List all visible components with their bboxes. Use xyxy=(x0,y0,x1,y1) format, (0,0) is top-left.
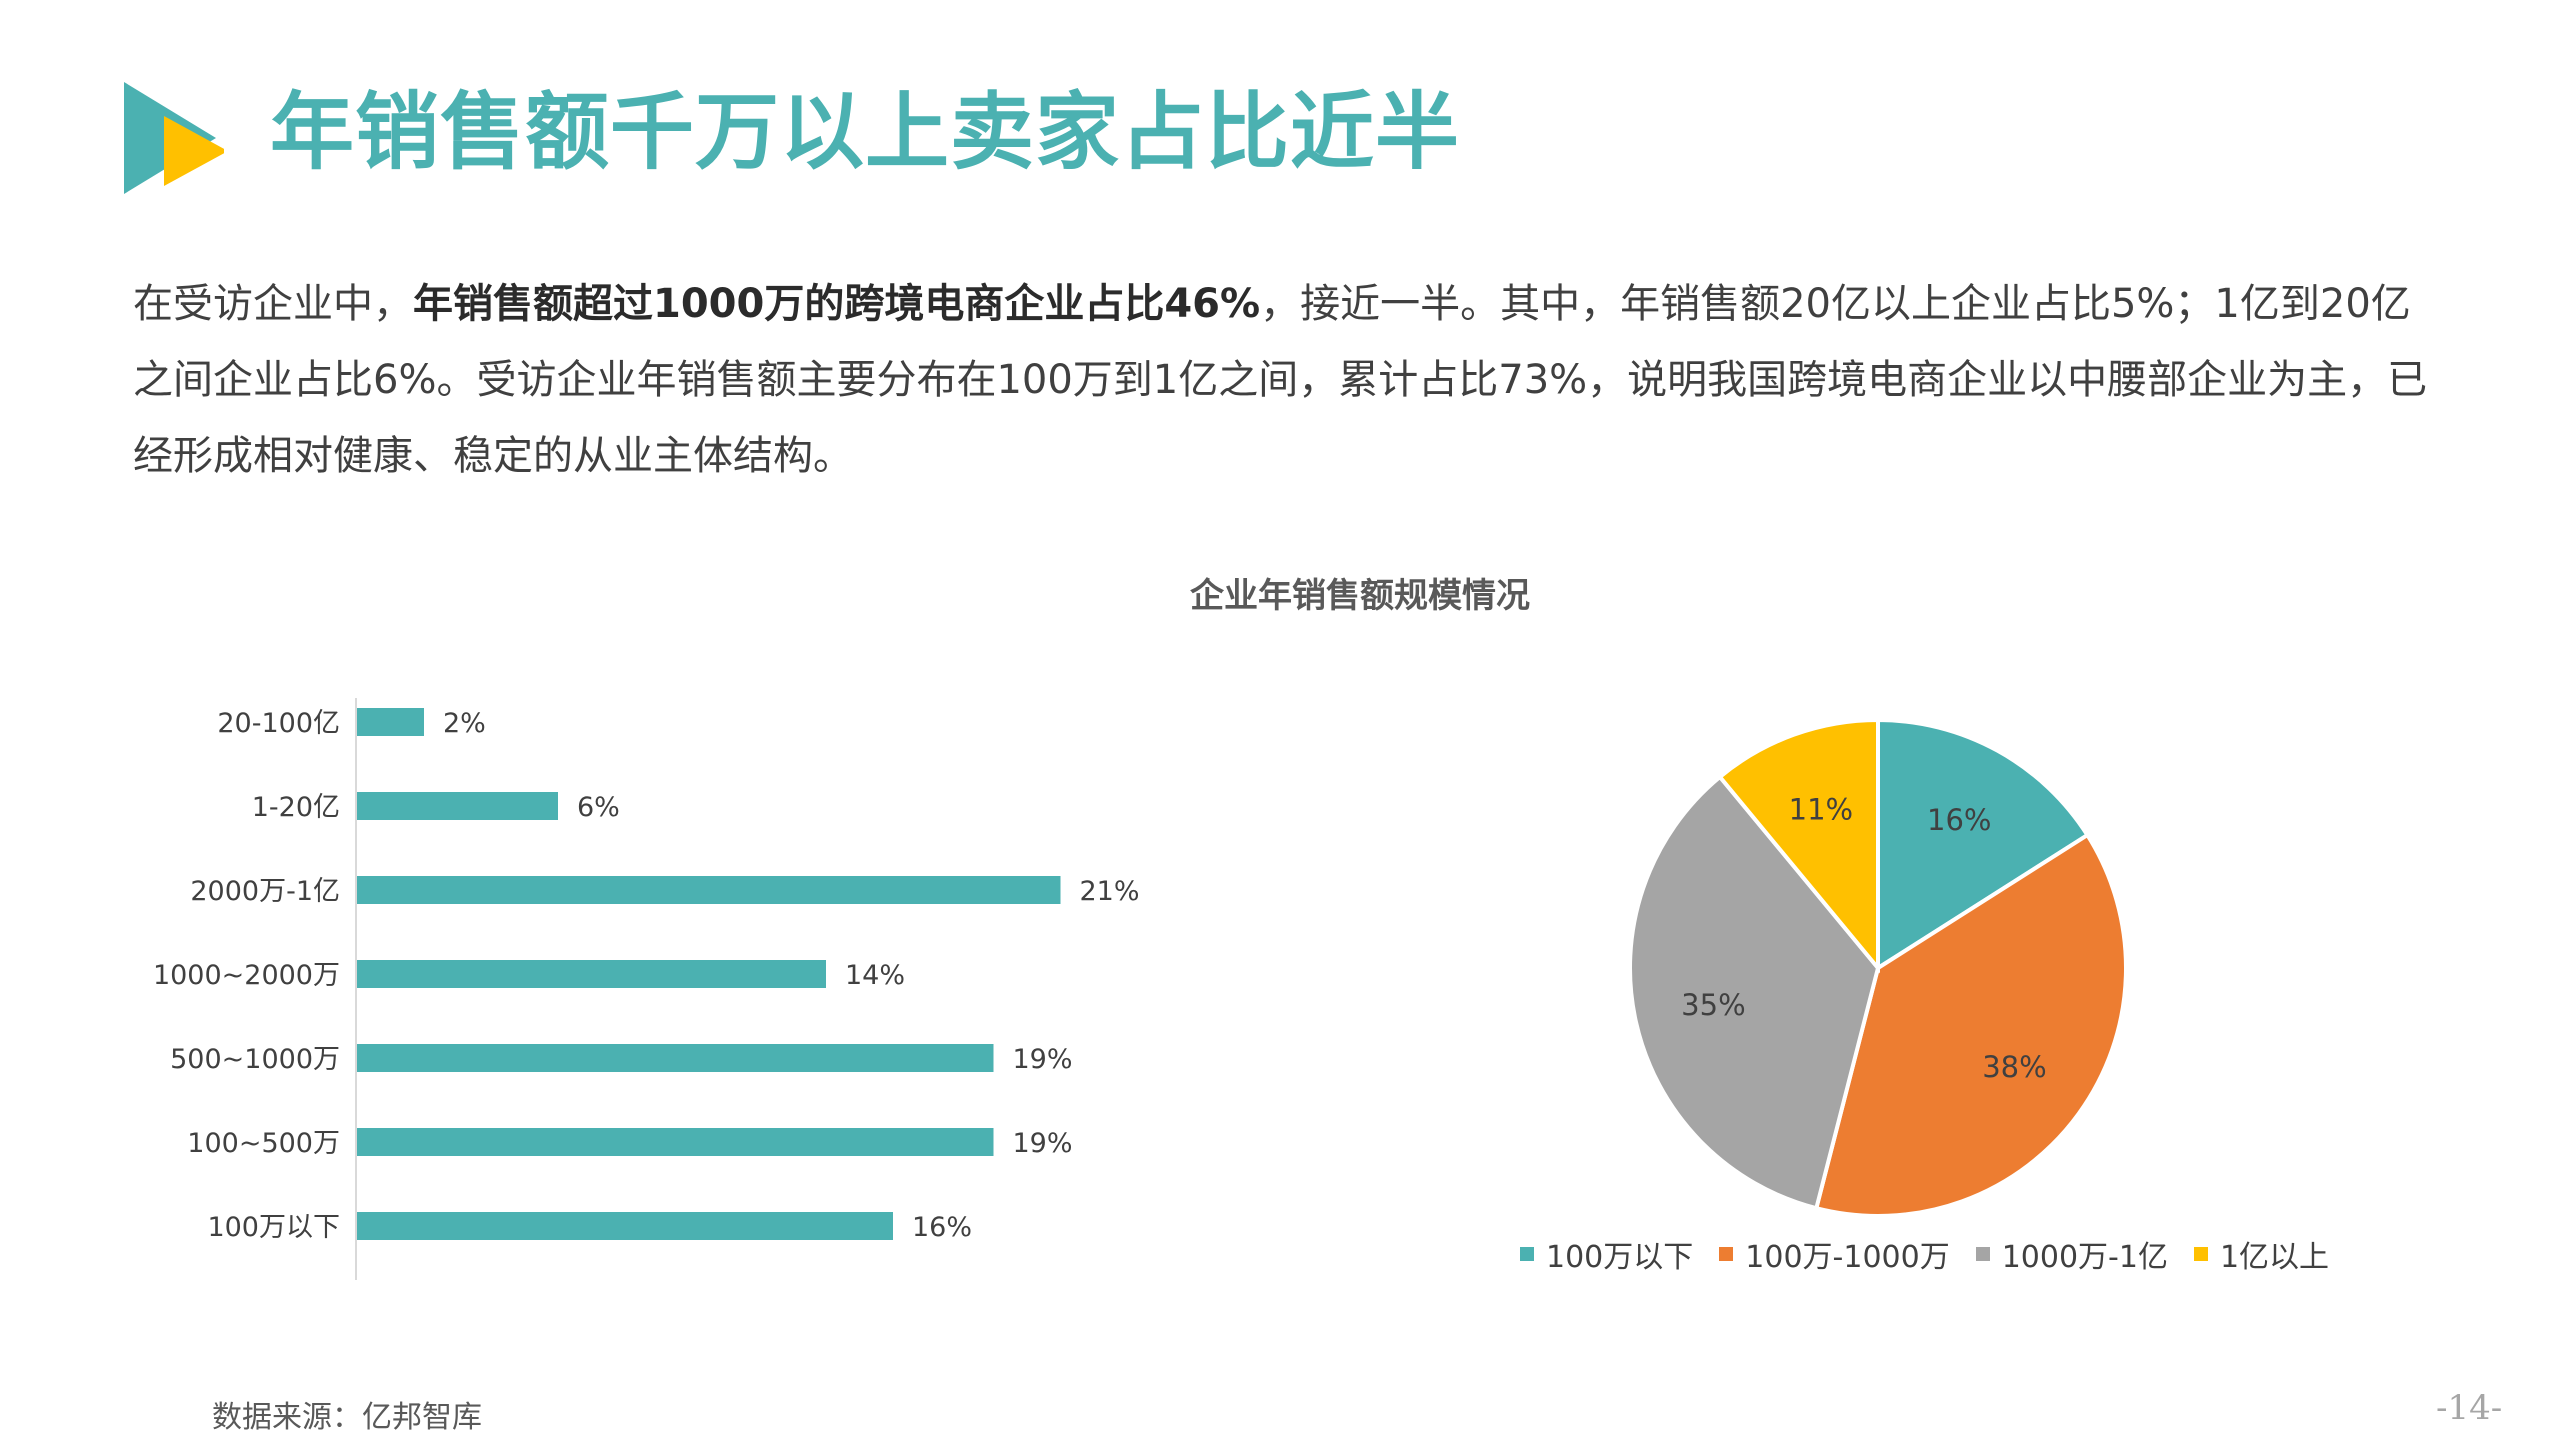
bar-category-label: 100~500万 xyxy=(187,1128,340,1159)
bar xyxy=(357,1128,994,1156)
bar-chart: 20-100亿 2% 1-20亿 6% 2000万-1亿 21% 1000~2000万 14%… xyxy=(153,698,1140,1280)
summary-text-highlight: 年销售额超过1000万的跨境电商企业占比46% xyxy=(413,281,1261,327)
bar-value-label: 19% xyxy=(1013,1128,1073,1159)
bar-value-label: 6% xyxy=(577,792,620,823)
data-source-note: 数据来源：亿邦智库 xyxy=(212,1400,482,1435)
page-title: 年销售额千万以上卖家占比近半 xyxy=(270,83,1461,181)
bar-category-label: 1-20亿 xyxy=(252,792,340,823)
bar-value-label: 14% xyxy=(845,960,905,991)
pie-legend: 100万以下 100万-1000万 1000万-1亿 1亿以上 xyxy=(1520,1230,2329,1278)
bar-category-label: 20-100亿 xyxy=(217,708,340,739)
pie-slice xyxy=(1628,774,1881,1211)
brand-logo-icon xyxy=(124,82,224,194)
bar-category-label: 500~1000万 xyxy=(170,1044,340,1075)
legend-swatch xyxy=(1719,1247,1734,1261)
summary-text-intro: 在受访企业中， xyxy=(133,281,413,327)
pie-slice-label: 11% xyxy=(1789,792,1853,826)
legend-item: 1000万-1亿 xyxy=(1975,1232,2168,1276)
legend-item: 100万-1000万 xyxy=(1719,1232,1950,1276)
pie-slice-label: 35% xyxy=(1681,988,1745,1022)
bar-value-label: 19% xyxy=(1013,1044,1073,1075)
pie-slice xyxy=(1717,717,1880,974)
pie-chart: 16% 38% 35% 11% xyxy=(1628,717,2128,1218)
bar-value-label: 21% xyxy=(1080,876,1140,907)
bar xyxy=(357,1212,893,1240)
pie-slice xyxy=(1876,717,2091,972)
bar xyxy=(357,708,424,736)
summary-text-rest: ，接近一半。其中，年销售额20亿以上企业占比5%；1亿到20亿之间企业占比6%。… xyxy=(133,281,2428,479)
bar-category-label: 100万以下 xyxy=(207,1212,340,1243)
bar xyxy=(357,876,1061,904)
legend-item: 100万以下 xyxy=(1520,1232,1693,1276)
pie-slice-label: 16% xyxy=(1927,803,1991,837)
legend-label: 100万以下 xyxy=(1546,1240,1694,1275)
legend-label: 1亿以上 xyxy=(2219,1240,2330,1275)
pie-slice xyxy=(1813,832,2128,1218)
bar xyxy=(357,792,558,820)
legend-item: 1亿以上 xyxy=(2193,1232,2330,1276)
page-number: -14- xyxy=(2436,1388,2503,1428)
summary-paragraph: 在受访企业中，年销售额超过1000万的跨境电商企业占比46%，接近一半。其中，年… xyxy=(133,266,2443,494)
bar-value-label: 16% xyxy=(912,1212,972,1243)
pie-slice-label: 38% xyxy=(1982,1050,2046,1084)
bar xyxy=(357,1044,994,1072)
legend-label: 100万-1000万 xyxy=(1745,1240,1950,1275)
bar-category-label: 2000万-1亿 xyxy=(190,876,340,907)
legend-swatch xyxy=(2193,1247,2208,1261)
bar xyxy=(357,960,826,988)
bar-value-label: 2% xyxy=(443,708,486,739)
legend-swatch xyxy=(1520,1247,1534,1261)
chart-title: 企业年销售额规模情况 xyxy=(1190,576,1530,616)
legend-label: 1000万-1亿 xyxy=(2001,1240,2168,1275)
bar-category-label: 1000~2000万 xyxy=(153,960,340,991)
legend-swatch xyxy=(1975,1247,1990,1261)
